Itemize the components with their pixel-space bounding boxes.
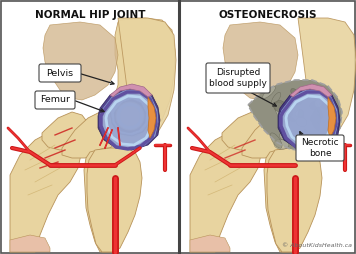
Ellipse shape: [310, 102, 318, 110]
Polygon shape: [190, 128, 262, 252]
Ellipse shape: [317, 107, 323, 119]
Polygon shape: [43, 22, 118, 100]
Polygon shape: [62, 110, 125, 158]
Ellipse shape: [310, 114, 320, 123]
Text: OSTEONECROSIS: OSTEONECROSIS: [219, 10, 317, 20]
Ellipse shape: [120, 106, 140, 126]
Ellipse shape: [282, 105, 292, 114]
Ellipse shape: [280, 105, 293, 119]
FancyBboxPatch shape: [296, 135, 344, 161]
Polygon shape: [291, 94, 329, 135]
Ellipse shape: [314, 109, 321, 124]
Ellipse shape: [263, 86, 275, 98]
Ellipse shape: [313, 111, 319, 117]
Polygon shape: [114, 99, 146, 133]
FancyBboxPatch shape: [39, 64, 81, 82]
Polygon shape: [87, 148, 142, 252]
Ellipse shape: [275, 102, 286, 118]
Polygon shape: [148, 97, 156, 138]
Ellipse shape: [270, 133, 282, 148]
FancyBboxPatch shape: [35, 91, 75, 109]
Polygon shape: [328, 97, 336, 138]
Polygon shape: [290, 84, 332, 97]
FancyBboxPatch shape: [206, 63, 270, 93]
Ellipse shape: [304, 129, 310, 146]
Polygon shape: [264, 148, 320, 252]
Ellipse shape: [272, 92, 281, 104]
Ellipse shape: [281, 106, 292, 120]
Text: Necrotic
bone: Necrotic bone: [301, 138, 339, 158]
Ellipse shape: [315, 99, 322, 107]
Ellipse shape: [117, 103, 143, 129]
Ellipse shape: [274, 101, 286, 112]
Polygon shape: [278, 87, 340, 150]
Ellipse shape: [291, 88, 301, 101]
Polygon shape: [111, 94, 149, 135]
Ellipse shape: [283, 115, 295, 121]
Polygon shape: [222, 112, 268, 150]
Polygon shape: [42, 112, 88, 150]
Text: © AboutKidsHealth.ca: © AboutKidsHealth.ca: [282, 243, 352, 248]
Polygon shape: [84, 148, 140, 252]
Polygon shape: [267, 148, 322, 252]
Text: Femur: Femur: [40, 96, 70, 104]
Polygon shape: [288, 18, 356, 148]
Ellipse shape: [292, 96, 302, 105]
Polygon shape: [110, 84, 152, 97]
Polygon shape: [100, 90, 158, 149]
Polygon shape: [190, 235, 230, 252]
Text: NORMAL HIP JOINT: NORMAL HIP JOINT: [35, 10, 145, 20]
Polygon shape: [108, 18, 176, 148]
Polygon shape: [110, 92, 150, 136]
Ellipse shape: [274, 139, 289, 149]
Ellipse shape: [279, 132, 288, 140]
Ellipse shape: [312, 117, 320, 130]
Polygon shape: [223, 22, 298, 100]
Polygon shape: [280, 90, 338, 149]
Text: Disrupted
blood supply: Disrupted blood supply: [209, 68, 267, 88]
Polygon shape: [248, 80, 342, 151]
Polygon shape: [10, 128, 82, 252]
Polygon shape: [10, 235, 50, 252]
Polygon shape: [98, 87, 160, 150]
Ellipse shape: [296, 117, 307, 127]
Ellipse shape: [295, 110, 304, 117]
Polygon shape: [290, 92, 330, 136]
Ellipse shape: [298, 109, 304, 122]
Text: Pelvis: Pelvis: [46, 69, 74, 77]
Ellipse shape: [116, 102, 144, 130]
Polygon shape: [242, 110, 305, 158]
Polygon shape: [102, 18, 175, 144]
Ellipse shape: [320, 98, 331, 109]
